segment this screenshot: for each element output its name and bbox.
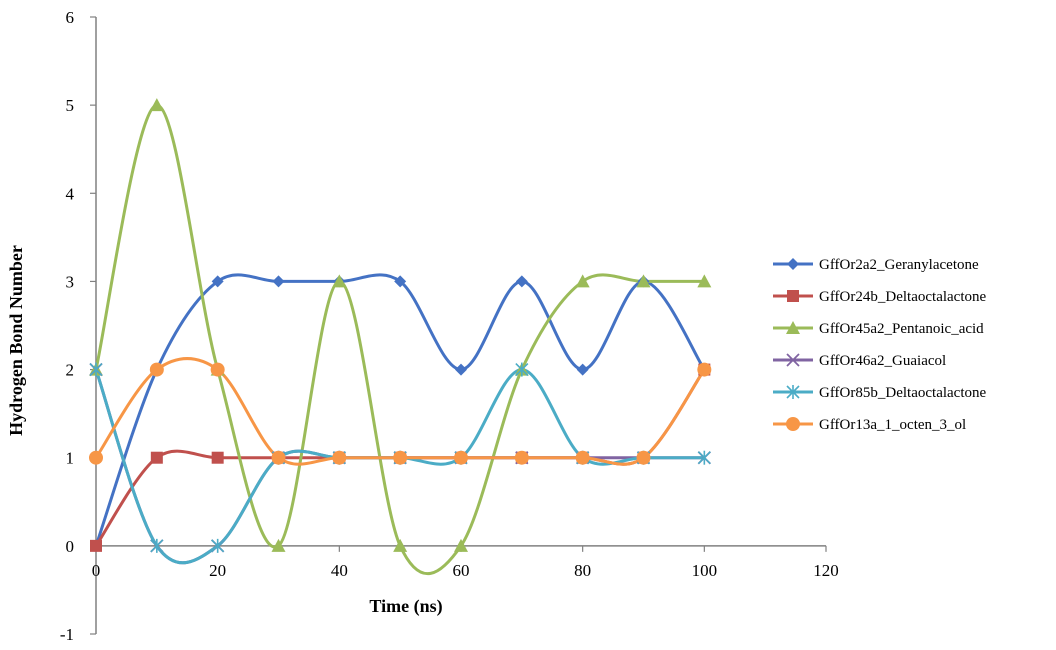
axes: -1 0 1 2 3 4 5 6 0 20 40 60 80 100 120: [60, 8, 839, 644]
x-tick-label: 0: [92, 561, 101, 580]
legend-marker: [786, 321, 800, 334]
legend-item: GffOr24b_Deltaoctalactone: [773, 289, 986, 305]
series-6-point: [89, 450, 103, 465]
legend-item: GffOr85b_Deltaoctalactone: [773, 385, 986, 401]
series-6-point: [149, 362, 164, 377]
series-4-line: [94, 369, 705, 565]
legend-label: GffOr46a2_Guaiacol: [819, 353, 946, 369]
y-axis-title: Hydrogen Bond Number: [6, 245, 26, 436]
series-3-point: [149, 98, 164, 112]
series-6-line: [94, 357, 706, 466]
x-tick-label: 40: [331, 561, 348, 580]
legend-marker: [786, 353, 800, 367]
series-5-line: [94, 368, 705, 565]
legend-marker: [787, 258, 799, 270]
series-6-point: [271, 450, 286, 465]
series-3-point: [454, 538, 468, 552]
y-tick-label: 4: [66, 184, 75, 203]
y-tick-label: 0: [66, 537, 75, 556]
series-3-point: [697, 274, 712, 288]
legend-label: GffOr85b_Deltaoctalactone: [819, 385, 986, 401]
series-2-point: [211, 451, 224, 464]
x-axis-title: Time (ns): [369, 596, 442, 617]
series-3-point: [575, 274, 590, 288]
series-5-point: [211, 538, 225, 553]
x-tick-label: 80: [574, 561, 591, 580]
y-tick-label: 1: [66, 449, 75, 468]
legend-item: GffOr13a_1_octen_3_ol: [773, 417, 966, 433]
series-6-point: [697, 362, 712, 377]
series-1-point: [455, 363, 467, 376]
series-1-point: [576, 363, 589, 376]
legend-marker: [787, 290, 799, 302]
series-6-point: [636, 450, 651, 465]
series-6-point: [210, 362, 225, 377]
y-tick-label: 6: [66, 8, 75, 27]
series-2-point: [150, 451, 163, 464]
legend-marker: [786, 385, 800, 399]
series-6-point: [393, 450, 408, 465]
series-5-point: [515, 362, 529, 377]
series-3-point: [332, 274, 347, 288]
legend-item: GffOr45a2_Pentanoic_acid: [773, 321, 984, 337]
series-5-point: [150, 538, 164, 553]
y-tick-label: 5: [66, 96, 75, 115]
series-6-point: [575, 450, 590, 465]
legend: GffOr2a2_Geranylacetone GffOr24b_Deltaoct…: [773, 257, 986, 433]
series-3-line: [94, 103, 705, 576]
series-6-point: [332, 450, 347, 465]
legend-marker: [786, 417, 800, 431]
legend-label: GffOr45a2_Pentanoic_acid: [819, 321, 984, 337]
series-6-point: [514, 450, 529, 465]
series-1-point: [515, 275, 528, 288]
series-2-point: [90, 539, 102, 552]
series-3-point: [393, 538, 408, 552]
series-5-point: [89, 362, 103, 377]
series-1-line: [94, 273, 706, 547]
y-tick-label: 3: [66, 272, 75, 291]
x-axis-ticks: 0 20 40 60 80 100 120: [92, 545, 839, 580]
x-tick-label: 20: [209, 561, 226, 580]
legend-label: GffOr13a_1_octen_3_ol: [819, 417, 966, 433]
series-markers: [89, 98, 712, 553]
series-lines: [94, 103, 706, 576]
x-tick-label: 60: [453, 561, 470, 580]
x-tick-label: 100: [692, 561, 718, 580]
legend-item: GffOr46a2_Guaiacol: [773, 353, 946, 369]
legend-label: GffOr24b_Deltaoctalactone: [819, 289, 986, 305]
series-1-point: [211, 275, 224, 288]
y-tick-label: -1: [60, 625, 74, 644]
series-1-point: [394, 275, 407, 288]
legend-label: GffOr2a2_Geranylacetone: [819, 257, 979, 273]
series-6-point: [454, 450, 468, 465]
y-tick-label: 2: [66, 361, 75, 380]
x-tick-label: 120: [813, 561, 839, 580]
legend-item: GffOr2a2_Geranylacetone: [773, 257, 979, 273]
series-3-point: [271, 538, 286, 552]
series-3-point: [636, 274, 651, 288]
series-1-point: [272, 275, 285, 288]
series-5-point: [697, 450, 711, 465]
